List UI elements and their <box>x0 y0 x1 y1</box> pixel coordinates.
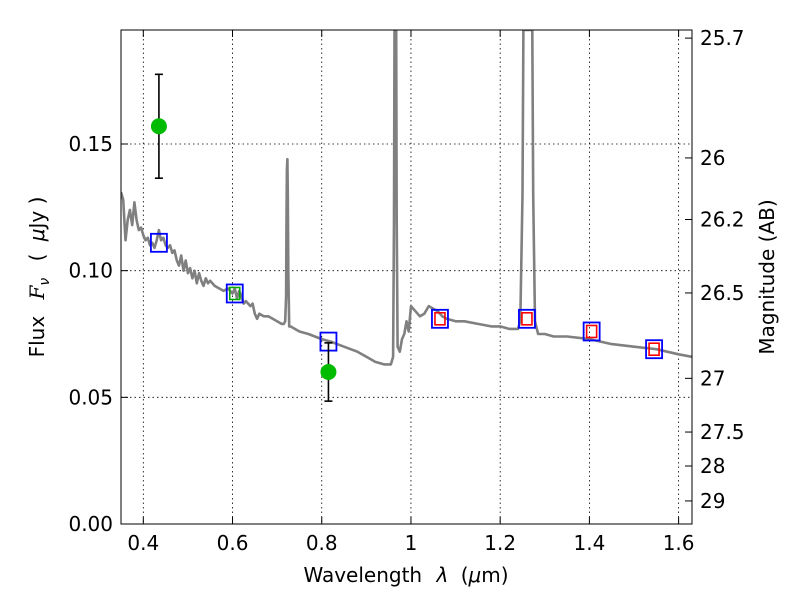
y-tick-label: 0.10 <box>68 259 113 283</box>
data-series <box>121 30 692 402</box>
x-axis-label: Wavelength λ (μm) <box>303 563 508 587</box>
sed-model-line <box>121 30 692 366</box>
x-tick-label: 0.8 <box>306 531 338 555</box>
y-axis-label-subscript: ν <box>37 278 53 286</box>
y-tick-label: 0.05 <box>68 385 113 409</box>
x-axis-label-text: Wavelength <box>303 563 422 587</box>
y2-tick-label: 26 <box>700 146 725 170</box>
grid-lines <box>121 30 692 524</box>
y2-tick-label: 28 <box>700 454 725 478</box>
model-photometry-square <box>150 232 168 253</box>
upper-limit-square <box>434 311 446 326</box>
y-tick-label: 0.15 <box>68 132 113 156</box>
x-tick-label: 1.6 <box>663 531 695 555</box>
right-axis-label: Magnitude (AB) <box>755 199 779 354</box>
tick-labels: 0.4 0.6 0.8 1 1.2 1.4 1.6 0.00 0.05 0.10 0.15 25.7 2… <box>68 26 744 555</box>
y-axis-label-text: Flux <box>25 316 49 358</box>
x-tick-label: 1.4 <box>573 531 605 555</box>
upper-limit-square <box>648 342 660 357</box>
y-axis-unit-rest: Jy ) <box>25 197 49 231</box>
y-axis-label-symbol: F <box>25 284 49 300</box>
plot-area-frame <box>120 29 693 525</box>
x-axis-unit-mu: μ <box>468 563 482 587</box>
observed-flux-point <box>320 364 337 380</box>
model-photometry-square <box>518 308 536 329</box>
upper-limit-square <box>521 311 533 326</box>
x-axis-label-symbol: λ <box>435 563 448 587</box>
y-axis-unit-mu: μ <box>25 228 49 242</box>
y2-tick-label: 26.2 <box>700 207 745 231</box>
y2-tick-label: 25.7 <box>700 26 745 50</box>
green-square-marker <box>228 286 241 301</box>
x-tick-label: 1.2 <box>484 531 516 555</box>
model-photometry-square <box>431 308 449 329</box>
y-axis-unit-open: ( <box>25 254 49 262</box>
model-photometry-square <box>225 283 244 304</box>
y-tick-label: 0.00 <box>68 512 113 536</box>
y2-tick-label: 29 <box>700 489 725 513</box>
upper-limit-square <box>585 324 598 339</box>
x-tick-label: 0.6 <box>217 531 249 555</box>
y-axis-label: Flux Fν ( μJy ) <box>25 197 54 358</box>
model-photometry-square <box>645 339 663 360</box>
y2-tick-label: 27 <box>700 366 725 390</box>
x-tick-label: 0.4 <box>127 531 159 555</box>
axis-ticks <box>121 30 692 525</box>
observed-flux-point <box>150 118 167 135</box>
x-axis-unit-open: ( <box>461 563 469 587</box>
x-tick-label: 1 <box>405 531 418 555</box>
model-photometry-square <box>582 321 601 342</box>
x-axis-unit-rest: m) <box>481 563 508 587</box>
y2-tick-label: 27.5 <box>700 420 745 444</box>
y2-tick-label: 26.5 <box>700 281 745 305</box>
